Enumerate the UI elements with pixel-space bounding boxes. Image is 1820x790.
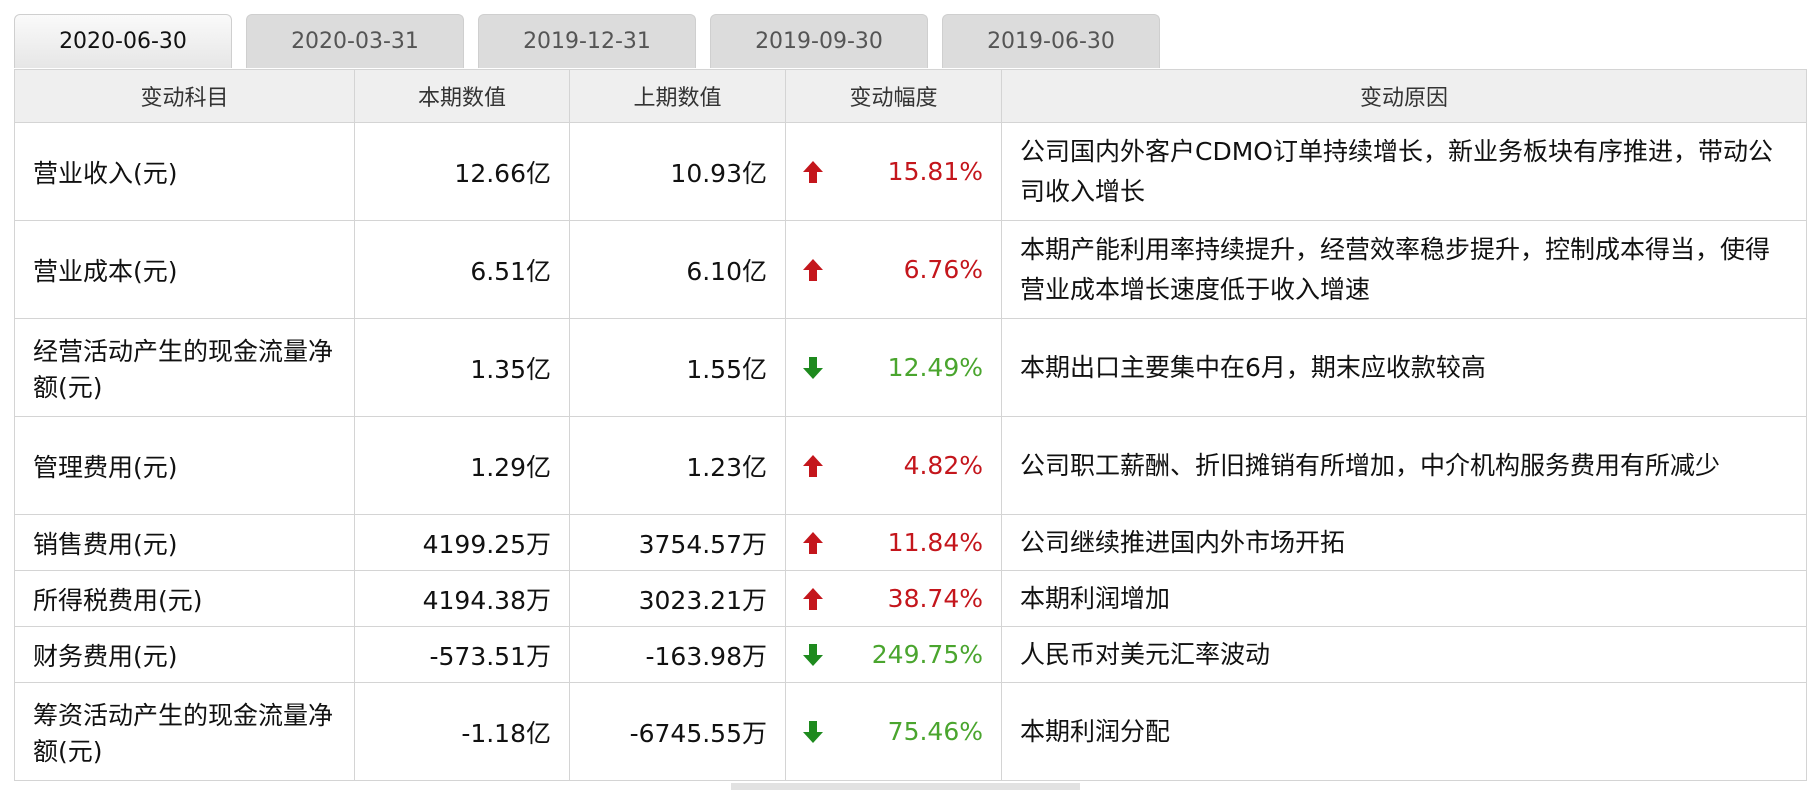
reason-cell: 公司职工薪酬、折旧摊销有所增加，中介机构服务费用有所减少 <box>1001 416 1807 515</box>
previous-value: 3023.21万 <box>569 570 786 627</box>
scroll-bar <box>731 783 1080 790</box>
change-cell: 15.81% <box>785 122 1002 221</box>
reason-cell: 本期出口主要集中在6月，期末应收款较高 <box>1001 318 1807 417</box>
column-header: 上期数值 <box>569 69 786 123</box>
trend-arrow <box>803 160 823 183</box>
change-value: 4.82% <box>903 451 983 480</box>
trend-arrow <box>803 587 823 610</box>
change-value: 6.76% <box>903 255 983 284</box>
item-cell: 管理费用(元) <box>14 416 355 515</box>
reason-cell: 公司继续推进国内外市场开拓 <box>1001 514 1807 571</box>
current-value: 1.35亿 <box>354 318 570 417</box>
reason-cell: 本期利润增加 <box>1001 570 1807 627</box>
item-cell: 筹资活动产生的现金流量净额(元) <box>14 682 355 781</box>
change-cell: 38.74% <box>785 570 1002 627</box>
column-header: 变动科目 <box>14 69 355 123</box>
change-cell: 4.82% <box>785 416 1002 515</box>
data-row: 所得税费用(元) 4194.38万 3023.21万 38.74% 本期利润增加 <box>14 570 1807 627</box>
item-cell: 经营活动产生的现金流量净额(元) <box>14 318 355 417</box>
trend-arrow <box>803 454 823 477</box>
change-cell: 6.76% <box>785 220 1002 319</box>
previous-value: 6.10亿 <box>569 220 786 319</box>
item-cell: 营业成本(元) <box>14 220 355 319</box>
current-value: 4194.38万 <box>354 570 570 627</box>
arrow-shape <box>803 454 823 477</box>
previous-value: 3754.57万 <box>569 514 786 571</box>
current-value: 12.66亿 <box>354 122 570 221</box>
data-row: 财务费用(元) -573.51万 -163.98万 249.75% 人民币对美元汇率波动 <box>14 626 1807 683</box>
data-row: 营业成本(元) 6.51亿 6.10亿 6.76% 本期产能利用率持续提升，经营效率稳步… <box>14 220 1807 319</box>
reason-cell: 本期利润分配 <box>1001 682 1807 781</box>
date-tab[interactable]: 2019-06-30 <box>942 14 1160 68</box>
trend-arrow <box>803 356 823 379</box>
data-row: 经营活动产生的现金流量净额(元) 1.35亿 1.55亿 12.49% 本期出口主要集中… <box>14 318 1807 417</box>
change-value: 75.46% <box>887 717 983 746</box>
item-cell: 财务费用(元) <box>14 626 355 683</box>
arrow-shape <box>803 258 823 281</box>
arrow-shape <box>803 531 823 554</box>
change-cell: 12.49% <box>785 318 1002 417</box>
header-row: 变动科目 本期数值 上期数值 变动幅度 变动原因 <box>14 69 1807 123</box>
data-row: 销售费用(元) 4199.25万 3754.57万 11.84% 公司继续推进国内外市场… <box>14 514 1807 571</box>
data-row: 筹资活动产生的现金流量净额(元) -1.18亿 -6745.55万 75.46% 本期利… <box>14 682 1807 781</box>
change-cell: 75.46% <box>785 682 1002 781</box>
change-value: 11.84% <box>887 528 983 557</box>
arrow-shape <box>803 643 823 666</box>
previous-value: -6745.55万 <box>569 682 786 781</box>
previous-value: -163.98万 <box>569 626 786 683</box>
arrow-shape <box>803 587 823 610</box>
date-tab[interactable]: 2020-06-30 <box>14 14 232 68</box>
date-tab[interactable]: 2019-12-31 <box>478 14 696 68</box>
item-cell: 营业收入(元) <box>14 122 355 221</box>
data-row: 营业收入(元) 12.66亿 10.93亿 15.81% 公司国内外客户CDMO订单持续… <box>14 122 1807 221</box>
column-header: 变动幅度 <box>785 69 1002 123</box>
table-body: 营业收入(元) 12.66亿 10.93亿 15.81% 公司国内外客户CDMO订单持续… <box>14 122 1807 781</box>
column-header: 本期数值 <box>354 69 570 123</box>
data-row: 管理费用(元) 1.29亿 1.23亿 4.82% 公司职工薪酬、折旧摊销有所增加，中介… <box>14 416 1807 515</box>
previous-value: 1.55亿 <box>569 318 786 417</box>
change-table: 变动科目 本期数值 上期数值 变动幅度 变动原因 营业收入(元) 12.66亿 10.93亿… <box>14 69 1807 781</box>
change-value: 249.75% <box>871 640 983 669</box>
column-header: 变动原因 <box>1001 69 1807 123</box>
arrow-shape <box>803 720 823 743</box>
previous-value: 1.23亿 <box>569 416 786 515</box>
item-cell: 所得税费用(元) <box>14 570 355 627</box>
trend-arrow <box>803 531 823 554</box>
change-value: 38.74% <box>887 584 983 613</box>
date-tab[interactable]: 2020-03-31 <box>246 14 464 68</box>
previous-value: 10.93亿 <box>569 122 786 221</box>
trend-arrow <box>803 258 823 281</box>
trend-arrow <box>803 720 823 743</box>
current-value: 6.51亿 <box>354 220 570 319</box>
change-cell: 249.75% <box>785 626 1002 683</box>
trend-arrow <box>803 643 823 666</box>
reason-cell: 人民币对美元汇率波动 <box>1001 626 1807 683</box>
current-value: 4199.25万 <box>354 514 570 571</box>
change-value: 12.49% <box>887 353 983 382</box>
current-value: -573.51万 <box>354 626 570 683</box>
current-value: 1.29亿 <box>354 416 570 515</box>
current-value: -1.18亿 <box>354 682 570 781</box>
date-tab[interactable]: 2019-09-30 <box>710 14 928 68</box>
change-value: 15.81% <box>887 157 983 186</box>
arrow-shape <box>803 160 823 183</box>
reason-cell: 本期产能利用率持续提升，经营效率稳步提升，控制成本得当，使得营业成本增长速度低于… <box>1001 220 1807 319</box>
reason-cell: 公司国内外客户CDMO订单持续增长，新业务板块有序推进，带动公司收入增长 <box>1001 122 1807 221</box>
change-cell: 11.84% <box>785 514 1002 571</box>
item-cell: 销售费用(元) <box>14 514 355 571</box>
arrow-shape <box>803 356 823 379</box>
